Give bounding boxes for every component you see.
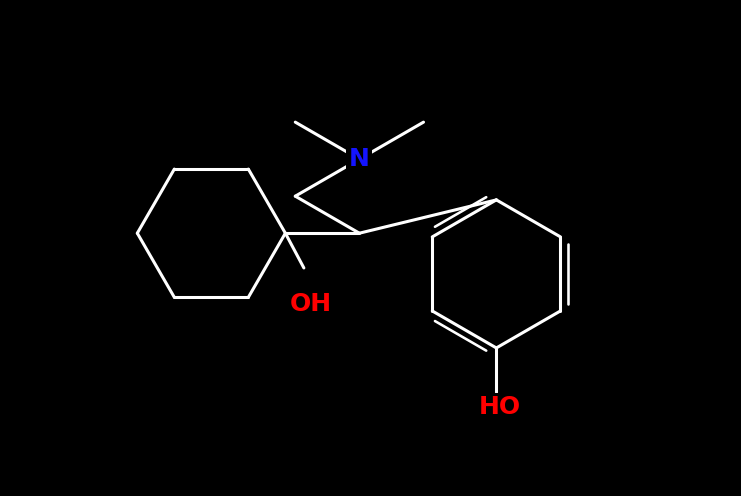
Text: N: N [349,147,370,171]
Text: OH: OH [290,292,333,315]
Text: HO: HO [479,395,521,419]
